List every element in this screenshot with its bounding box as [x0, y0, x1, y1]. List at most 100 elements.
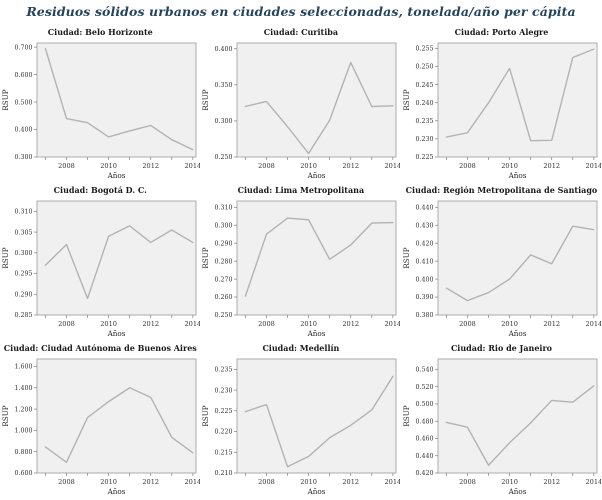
chart-title: Ciudad: Región Metropolitana de Santiago [405, 185, 598, 195]
chart-lima-metropolitana: Ciudad: Lima Metropolitana 0.250 0.260 0.2… [201, 184, 402, 342]
svg-text:RSUP: RSUP [402, 89, 411, 110]
svg-text:2014: 2014 [184, 320, 200, 328]
svg-text:0.305: 0.305 [14, 229, 32, 236]
chart-title: Ciudad: Belo Horizonte [47, 27, 153, 37]
svg-text:0.480: 0.480 [415, 418, 433, 425]
chart-santiago: Ciudad: Región Metropolitana de Santiago… [401, 184, 602, 342]
svg-text:0.700: 0.700 [14, 44, 32, 51]
line-plot-belo-horizonte: 0.300 0.400 0.500 0.600 0.700 2008 2010 2012 201… [1, 42, 200, 180]
svg-text:Años: Años [307, 171, 326, 180]
svg-text:0.285: 0.285 [14, 312, 32, 319]
line-plot-buenos-aires: 0.600 0.800 1.000 1.200 1.400 1.600 2008 2010 20… [1, 358, 200, 496]
svg-text:1.200: 1.200 [14, 406, 32, 413]
svg-text:Años: Años [508, 171, 527, 180]
svg-text:0.430: 0.430 [415, 222, 433, 229]
chart-title: Ciudad: Medellín [262, 343, 340, 353]
svg-text:RSUP: RSUP [201, 247, 210, 268]
svg-text:0.295: 0.295 [14, 271, 32, 278]
svg-text:2008: 2008 [258, 320, 275, 328]
svg-text:0.280: 0.280 [215, 258, 233, 265]
svg-text:2012: 2012 [142, 478, 159, 486]
chart-bogota: Ciudad: Bogotá D. C. 0.285 0.290 0.295 0.30… [0, 184, 201, 342]
svg-text:2014: 2014 [585, 478, 601, 486]
svg-text:RSUP: RSUP [201, 89, 210, 110]
svg-text:0.230: 0.230 [215, 387, 233, 394]
chart-medellin: Ciudad: Medellín 0.210 0.215 0.220 0.225 0.2… [201, 342, 402, 500]
svg-text:0.440: 0.440 [415, 453, 433, 460]
svg-text:0.410: 0.410 [415, 258, 433, 265]
line-plot-porto-alegre: 0.225 0.230 0.235 0.240 0.245 0.250 0.255 2008 2… [402, 42, 601, 180]
line-plot-lima-metropolitana: 0.250 0.260 0.270 0.280 0.290 0.300 0.310 2008 2… [201, 200, 400, 338]
svg-text:RSUP: RSUP [1, 89, 10, 110]
svg-text:2012: 2012 [343, 478, 360, 486]
svg-text:2014: 2014 [585, 162, 601, 170]
svg-text:1.600: 1.600 [14, 364, 32, 371]
chart-title: Ciudad: Bogotá D. C. [53, 185, 147, 195]
svg-text:2010: 2010 [100, 320, 117, 328]
svg-text:RSUP: RSUP [402, 247, 411, 268]
svg-text:0.310: 0.310 [14, 209, 32, 216]
svg-text:0.420: 0.420 [415, 240, 433, 247]
svg-text:0.400: 0.400 [415, 276, 433, 283]
svg-text:0.290: 0.290 [215, 240, 233, 247]
svg-text:RSUP: RSUP [1, 405, 10, 426]
svg-text:0.250: 0.250 [215, 312, 233, 319]
svg-text:2010: 2010 [100, 162, 117, 170]
chart-belo-horizonte: Ciudad: Belo Horizonte 0.300 0.400 0.500 0.… [0, 26, 201, 184]
svg-text:0.310: 0.310 [215, 204, 233, 211]
svg-text:Años: Años [106, 487, 125, 496]
svg-text:0.500: 0.500 [415, 401, 433, 408]
svg-text:2012: 2012 [142, 162, 159, 170]
svg-text:2014: 2014 [585, 320, 601, 328]
svg-text:2010: 2010 [501, 320, 518, 328]
svg-text:2012: 2012 [543, 320, 560, 328]
line-plot-medellin: 0.210 0.215 0.220 0.225 0.230 0.235 2008 2010 20… [201, 358, 401, 496]
chart-curitiba: Ciudad: Curitiba 0.250 0.300 0.350 0.400 200… [201, 26, 402, 184]
svg-text:0.520: 0.520 [415, 384, 433, 391]
svg-text:0.260: 0.260 [215, 294, 233, 301]
svg-text:2008: 2008 [459, 162, 476, 170]
svg-text:2014: 2014 [385, 478, 401, 486]
chart-buenos-aires: Ciudad: Ciudad Autónoma de Buenos Aires … [0, 342, 201, 500]
page-title: Residuos sólidos urbanos en ciudades sel… [26, 4, 576, 19]
svg-text:2012: 2012 [543, 162, 560, 170]
svg-text:0.290: 0.290 [14, 291, 32, 298]
svg-text:2010: 2010 [501, 162, 518, 170]
svg-text:Años: Años [307, 487, 326, 496]
svg-text:2012: 2012 [142, 320, 159, 328]
svg-text:0.255: 0.255 [415, 46, 433, 53]
svg-text:0.600: 0.600 [14, 470, 32, 477]
svg-text:2014: 2014 [184, 478, 200, 486]
svg-text:0.400: 0.400 [14, 127, 32, 134]
chart-porto-alegre: Ciudad: Porto Alegre 0.225 0.230 0.235 0.24… [401, 26, 602, 184]
svg-text:0.380: 0.380 [415, 312, 433, 319]
line-plot-bogota: 0.285 0.290 0.295 0.300 0.305 0.310 2008 2010 20… [1, 200, 200, 338]
svg-text:2008: 2008 [459, 320, 476, 328]
svg-text:0.245: 0.245 [415, 82, 433, 89]
svg-text:0.800: 0.800 [14, 449, 32, 456]
svg-text:0.250: 0.250 [215, 154, 233, 161]
svg-text:2008: 2008 [459, 478, 476, 486]
svg-text:2008: 2008 [58, 320, 75, 328]
svg-text:0.350: 0.350 [215, 82, 233, 89]
svg-text:0.250: 0.250 [415, 64, 433, 71]
svg-text:0.300: 0.300 [215, 222, 233, 229]
svg-text:1.400: 1.400 [14, 385, 32, 392]
svg-text:0.235: 0.235 [215, 367, 233, 374]
svg-text:0.220: 0.220 [215, 429, 233, 436]
svg-text:0.210: 0.210 [215, 470, 233, 477]
line-plot-santiago: 0.380 0.390 0.400 0.410 0.420 0.430 0.440 2008 2… [402, 200, 601, 338]
svg-text:0.420: 0.420 [415, 470, 433, 477]
svg-text:0.600: 0.600 [14, 72, 32, 79]
svg-text:2008: 2008 [58, 478, 75, 486]
svg-text:Años: Años [508, 487, 527, 496]
svg-text:2012: 2012 [343, 162, 360, 170]
svg-text:Años: Años [307, 329, 326, 338]
svg-text:2012: 2012 [343, 320, 360, 328]
chart-title: Ciudad: Porto Alegre [454, 27, 549, 37]
small-multiples-grid: Ciudad: Belo Horizonte 0.300 0.400 0.500 0.… [0, 26, 602, 500]
svg-text:0.225: 0.225 [215, 408, 233, 415]
svg-text:0.540: 0.540 [415, 367, 433, 374]
svg-text:0.215: 0.215 [215, 449, 233, 456]
svg-text:0.440: 0.440 [415, 204, 433, 211]
